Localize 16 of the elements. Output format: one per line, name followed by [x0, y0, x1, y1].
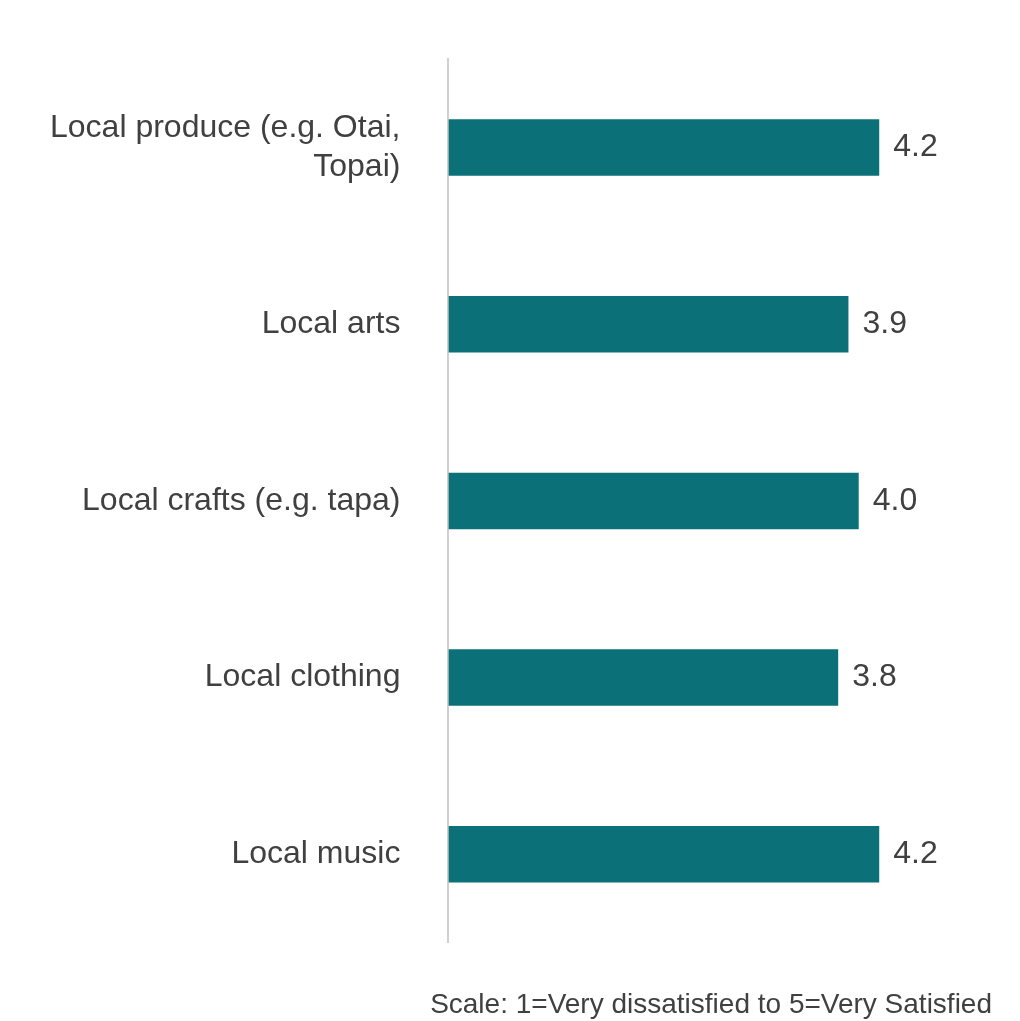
- y-tick-label: Local music: [231, 834, 401, 871]
- bar: [448, 649, 839, 706]
- data-label: 3.8: [852, 657, 897, 694]
- y-tick-label: Local produce (e.g. Otai, Topai): [50, 108, 401, 183]
- y-tick-label: Local crafts (e.g. tapa): [82, 480, 401, 517]
- y-tick-label: Local clothing: [204, 657, 401, 694]
- data-label: 4.2: [893, 127, 938, 164]
- data-label: 4.2: [893, 834, 938, 871]
- text: Scale: 1=Very dissatisfied to 5=Very Satisfied: [430, 987, 992, 1019]
- bar: [448, 825, 880, 883]
- bar: [448, 119, 880, 176]
- bar: [448, 295, 849, 353]
- data-label: 3.9: [862, 304, 907, 341]
- data-label: 4.0: [872, 480, 918, 517]
- y-tick-label: Local arts: [261, 304, 401, 341]
- bar: [448, 472, 859, 530]
